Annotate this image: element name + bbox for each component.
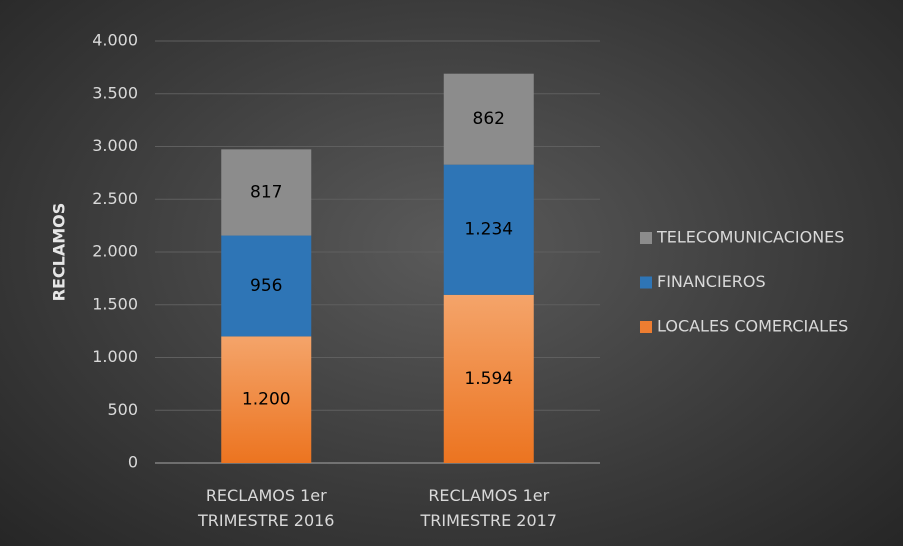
legend-swatch bbox=[640, 276, 652, 289]
data-label: 1.594 bbox=[464, 369, 513, 389]
y-tick-label: 2.000 bbox=[92, 242, 138, 261]
y-tick-label: 500 bbox=[107, 400, 138, 419]
bar-segment bbox=[221, 235, 312, 337]
data-label: 862 bbox=[473, 109, 505, 129]
legend-label: LOCALES COMERCIALES bbox=[657, 317, 848, 336]
y-tick-label: 1.000 bbox=[92, 347, 138, 366]
y-tick-label: 4.000 bbox=[92, 31, 138, 50]
legend-label: TELECOMUNICACIONES bbox=[656, 228, 844, 247]
x-tick-label: RECLAMOS 1er TRIMESTRE 2017 bbox=[420, 486, 557, 530]
y-tick-label: 2.500 bbox=[92, 189, 138, 208]
legend-label: FINANCIEROS bbox=[657, 272, 766, 291]
data-label: 1.200 bbox=[242, 390, 291, 410]
data-label: 1.234 bbox=[464, 220, 513, 240]
data-label: 817 bbox=[250, 182, 282, 202]
data-label: 956 bbox=[250, 276, 282, 296]
bar-segment bbox=[443, 73, 534, 165]
y-tick-label: 1.500 bbox=[92, 294, 138, 313]
bar-segment bbox=[443, 164, 534, 295]
legend-swatch bbox=[640, 321, 652, 333]
bar-segment bbox=[443, 294, 534, 463]
bar-segment bbox=[221, 149, 312, 236]
y-tick-label: 3.000 bbox=[92, 136, 138, 155]
legend-swatch bbox=[640, 232, 652, 244]
y-axis-label: RECLAMOS bbox=[50, 203, 69, 302]
y-tick-label: 3.500 bbox=[92, 83, 138, 102]
x-tick-label: RECLAMOS 1er TRIMESTRE 2016 bbox=[198, 486, 335, 530]
bar-segment bbox=[221, 336, 312, 463]
y-tick-label: 0 bbox=[128, 453, 138, 472]
